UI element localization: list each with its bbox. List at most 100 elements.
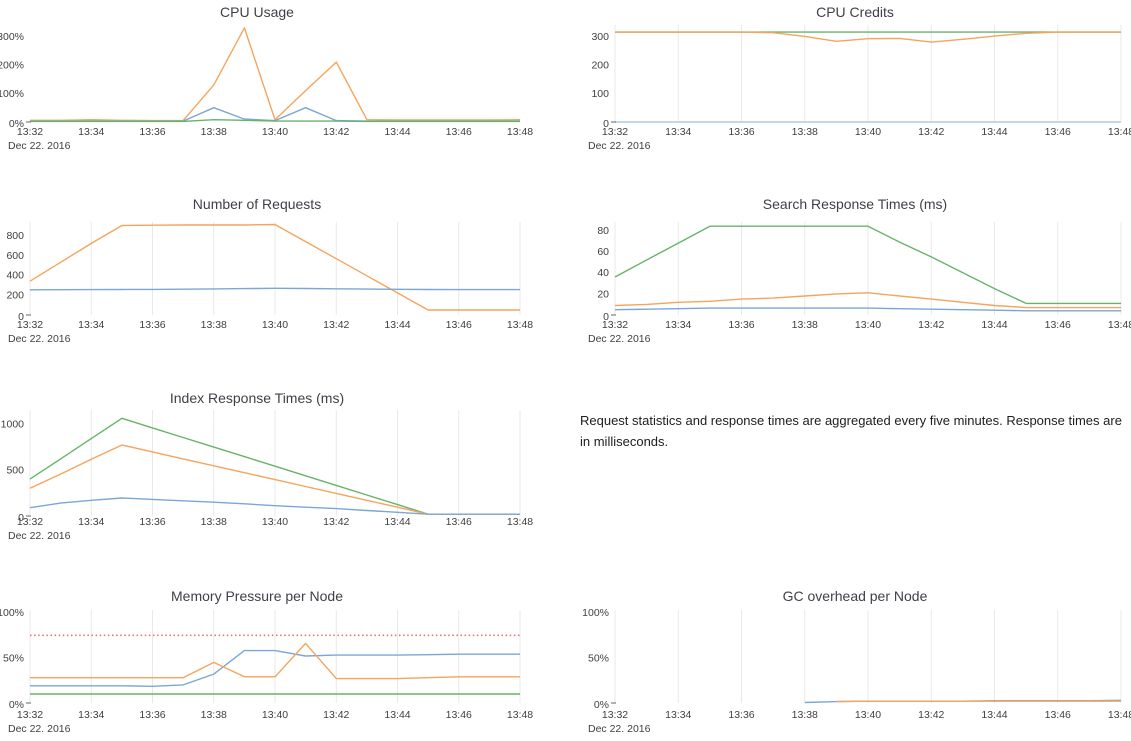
x-axis-date-label: Dec 22. 2016 [588, 723, 651, 735]
y-tick-label: 400 [6, 270, 24, 282]
chart-search-response-times: Search Response Times (ms) 0 20 40 60 80 13:3… [565, 185, 1131, 350]
chart-cpu-usage: CPU Usage 0% 100% 200% 300% 13:32 13:34 13:36 1… [0, 0, 565, 160]
x-axis-date-label: Dec 22. 2016 [588, 140, 651, 152]
y-tick-label: 100% [0, 607, 24, 619]
series-blue-line [614, 307, 1121, 312]
x-tick-label: 13:34 [78, 516, 104, 528]
cpu-credits-title: CPU Credits [816, 4, 894, 20]
cpu-usage-plot[interactable]: 0% 100% 200% 300% 13:32 13:34 13:36 13:38 13:40 1… [0, 0, 565, 160]
y-tick-label: 200 [6, 290, 24, 302]
y-tick-label: 500 [6, 464, 24, 476]
y-tick-label: 20 [597, 288, 609, 300]
x-tick-label: 13:38 [201, 516, 227, 528]
y-tick-label: 200 [591, 59, 609, 71]
series-green-line [30, 118, 520, 123]
x-tick-label: 13:36 [139, 709, 165, 721]
x-tick-label: 13:46 [1045, 126, 1071, 138]
x-tick-label: 13:36 [728, 319, 754, 331]
series-orange-line [30, 27, 521, 122]
number-of-requests-title: Number of Requests [192, 196, 322, 212]
y-tick-label: 80 [597, 225, 609, 237]
y-tick-label: 100 [591, 88, 609, 100]
x-tick-label: 13:40 [855, 319, 881, 331]
x-tick-label: 13:34 [78, 126, 104, 138]
x-tick-label: 13:40 [855, 126, 881, 138]
x-tick-label: 13:38 [792, 319, 818, 331]
x-tick-label: 13:38 [792, 126, 818, 138]
y-tick-label: 600 [6, 250, 24, 262]
chart-gc-overhead: GC overhead per Node 0% 50% 100% 13:32 13:34… [565, 580, 1131, 741]
x-tick-label: 13:36 [139, 319, 165, 331]
x-tick-label: 13:44 [384, 516, 410, 528]
x-tick-label: 13:48 [1108, 319, 1131, 331]
x-tick-label: 13:34 [78, 319, 104, 331]
search-response-times-plot[interactable]: 0 20 40 60 80 13:32 13:34 13:36 13:38 13:40 13:42 1… [565, 185, 1131, 350]
y-tick-label: 100% [582, 607, 609, 619]
x-tick-label: 13:46 [1045, 319, 1071, 331]
y-tick-label: 50% [588, 652, 609, 664]
x-tick-label: 13:32 [602, 319, 628, 331]
y-tick-label: 0% [594, 699, 609, 711]
x-tick-label: 13:36 [139, 126, 165, 138]
x-tick-label: 13:32 [602, 709, 628, 721]
x-tick-label: 13:46 [446, 319, 472, 331]
y-tick-label: 100% [0, 88, 24, 100]
memory-pressure-plot[interactable]: 0% 50% 100% 13:32 13:34 13:36 13:38 13:40 13:42 1… [0, 580, 565, 741]
x-axis-date-label: Dec 22. 2016 [8, 333, 71, 345]
y-tick-label: 60 [597, 246, 609, 258]
x-tick-label: 13:34 [665, 709, 691, 721]
y-tick-label: 0 [18, 512, 24, 524]
x-tick-label: 13:40 [262, 516, 288, 528]
index-response-times-plot[interactable]: 0 500 1000 13:32 13:34 13:36 13:38 13:40 13:42 13… [0, 380, 565, 545]
y-tick-label: 40 [597, 267, 609, 279]
x-tick-label: 13:44 [384, 319, 410, 331]
chart-number-of-requests: Number of Requests 0 200 400 600 800 13:32 13:… [0, 185, 565, 350]
series-blue-line [30, 649, 520, 688]
x-tick-label: 13:48 [507, 709, 533, 721]
aggregation-note: Request statistics and response times ar… [580, 413, 1122, 449]
x-tick-label: 13:42 [918, 126, 944, 138]
x-tick-label: 13:46 [446, 516, 472, 528]
series-orange-line [29, 223, 520, 311]
x-tick-label: 13:36 [728, 126, 754, 138]
cpu-credits-plot[interactable]: 0 100 200 300 13:32 13:34 13:36 13:38 13:40 13:42… [565, 0, 1131, 160]
y-tick-label: 0 [603, 311, 609, 323]
chart-cpu-credits: CPU Credits 0 100 200 300 13:32 13:34 13:36 13:… [565, 0, 1131, 160]
x-tick-label: 13:36 [139, 516, 165, 528]
x-tick-label: 13:32 [17, 516, 43, 528]
x-tick-label: 13:44 [384, 709, 410, 721]
series-orange-line [615, 31, 1121, 43]
series-blue-line [29, 287, 520, 291]
chart-index-response-times: Index Response Times (ms) 0 500 1000 13:32 1… [0, 380, 565, 545]
series-blue-line [29, 497, 520, 515]
x-tick-label: 13:42 [918, 709, 944, 721]
x-tick-label: 13:40 [262, 126, 288, 138]
y-tick-label: 200% [0, 59, 24, 71]
x-tick-label: 13:34 [665, 126, 691, 138]
gc-overhead-plot[interactable]: 0% 50% 100% 13:32 13:34 13:36 13:38 13:40 13:42 1… [565, 580, 1131, 741]
x-tick-label: 13:36 [728, 709, 754, 721]
gc-overhead-title: GC overhead per Node [782, 588, 928, 604]
x-tick-label: 13:44 [981, 319, 1007, 331]
x-tick-label: 13:34 [665, 319, 691, 331]
y-tick-label: 50% [3, 652, 24, 664]
x-tick-label: 13:48 [507, 126, 533, 138]
x-tick-label: 13:48 [507, 516, 533, 528]
x-tick-label: 13:34 [78, 709, 104, 721]
x-axis-date-label: Dec 22. 2016 [8, 140, 71, 152]
y-tick-label: 300 [591, 31, 609, 43]
series-green-line [614, 225, 1121, 305]
number-of-requests-plot[interactable]: 0 200 400 600 800 13:32 13:34 13:36 13:38 13:40 13… [0, 185, 565, 350]
x-tick-label: 13:44 [981, 126, 1007, 138]
x-tick-label: 13:44 [384, 126, 410, 138]
x-tick-label: 13:46 [446, 709, 472, 721]
y-tick-label: 0% [9, 118, 24, 130]
y-tick-label: 800 [6, 230, 24, 242]
x-tick-label: 13:38 [792, 709, 818, 721]
x-tick-label: 13:32 [17, 709, 43, 721]
y-tick-label: 300% [0, 31, 24, 43]
x-tick-label: 13:48 [1108, 709, 1131, 721]
x-axis-date-label: Dec 22. 2016 [588, 333, 651, 345]
cpu-usage-title: CPU Usage [220, 4, 294, 20]
